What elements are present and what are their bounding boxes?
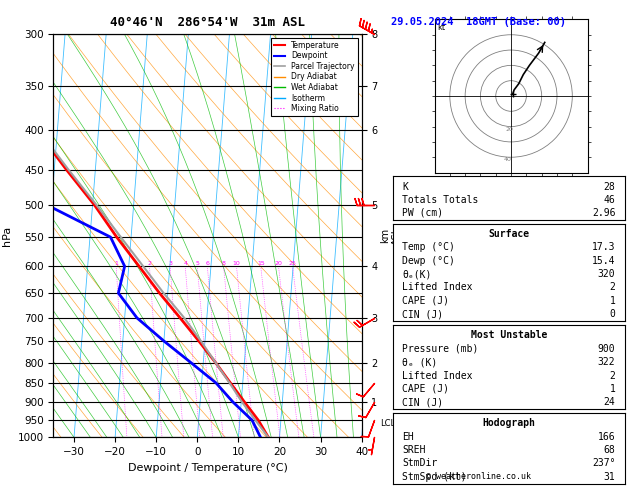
Text: 29.05.2024  18GMT (Base: 00): 29.05.2024 18GMT (Base: 00) xyxy=(391,17,565,27)
Text: SREH: SREH xyxy=(403,445,426,455)
Text: 20: 20 xyxy=(506,126,513,132)
Text: kt: kt xyxy=(438,22,446,32)
Text: 166: 166 xyxy=(598,432,615,442)
Text: 2: 2 xyxy=(147,261,152,266)
Text: 2: 2 xyxy=(610,282,615,293)
Text: 8: 8 xyxy=(221,261,226,266)
Text: θₑ (K): θₑ (K) xyxy=(403,357,438,367)
Text: θₑ(K): θₑ(K) xyxy=(403,269,431,279)
Text: Dewp (°C): Dewp (°C) xyxy=(403,256,455,266)
Text: CAPE (J): CAPE (J) xyxy=(403,296,449,306)
Text: 15.4: 15.4 xyxy=(592,256,615,266)
Text: CIN (J): CIN (J) xyxy=(403,309,443,319)
Text: LCL: LCL xyxy=(381,419,396,428)
Text: 320: 320 xyxy=(598,269,615,279)
Text: 68: 68 xyxy=(604,445,615,455)
Text: CAPE (J): CAPE (J) xyxy=(403,384,449,394)
Text: 322: 322 xyxy=(598,357,615,367)
Text: 3: 3 xyxy=(168,261,172,266)
Text: 40: 40 xyxy=(504,157,512,162)
Text: Pressure (mb): Pressure (mb) xyxy=(403,344,479,354)
Text: 1: 1 xyxy=(610,384,615,394)
Text: 2.96: 2.96 xyxy=(592,208,615,218)
Text: Lifted Index: Lifted Index xyxy=(403,282,473,293)
Text: Totals Totals: Totals Totals xyxy=(403,195,479,205)
Text: 5: 5 xyxy=(196,261,199,266)
Text: 900: 900 xyxy=(598,344,615,354)
Text: 17.3: 17.3 xyxy=(592,243,615,252)
Text: StmSpd (kt): StmSpd (kt) xyxy=(403,471,467,482)
Text: Lifted Index: Lifted Index xyxy=(403,370,473,381)
Text: 31: 31 xyxy=(604,471,615,482)
Legend: Temperature, Dewpoint, Parcel Trajectory, Dry Adiabat, Wet Adiabat, Isotherm, Mi: Temperature, Dewpoint, Parcel Trajectory… xyxy=(270,38,358,116)
Text: 0: 0 xyxy=(610,309,615,319)
Text: 1: 1 xyxy=(114,261,118,266)
Title: 40°46'N  286°54'W  31m ASL: 40°46'N 286°54'W 31m ASL xyxy=(110,16,305,29)
Text: 24: 24 xyxy=(604,397,615,407)
Text: 237°: 237° xyxy=(592,458,615,469)
Text: 15: 15 xyxy=(257,261,265,266)
Y-axis label: hPa: hPa xyxy=(2,226,12,246)
Text: PW (cm): PW (cm) xyxy=(403,208,443,218)
Text: 25: 25 xyxy=(289,261,296,266)
Text: Most Unstable: Most Unstable xyxy=(470,330,547,341)
Text: 28: 28 xyxy=(604,182,615,191)
Text: StmDir: StmDir xyxy=(403,458,438,469)
Text: 10: 10 xyxy=(233,261,240,266)
X-axis label: Dewpoint / Temperature (°C): Dewpoint / Temperature (°C) xyxy=(128,463,287,473)
Text: EH: EH xyxy=(403,432,414,442)
Text: K: K xyxy=(403,182,408,191)
Text: 1: 1 xyxy=(610,296,615,306)
Text: 2: 2 xyxy=(610,370,615,381)
Text: 6: 6 xyxy=(206,261,209,266)
Text: 4: 4 xyxy=(183,261,187,266)
Text: Temp (°C): Temp (°C) xyxy=(403,243,455,252)
Text: © weatheronline.co.uk: © weatheronline.co.uk xyxy=(426,472,530,481)
Text: 46: 46 xyxy=(604,195,615,205)
Text: 20: 20 xyxy=(275,261,282,266)
Text: Surface: Surface xyxy=(488,229,530,239)
Text: CIN (J): CIN (J) xyxy=(403,397,443,407)
Y-axis label: km
ASL: km ASL xyxy=(381,226,402,245)
Text: Hodograph: Hodograph xyxy=(482,418,535,429)
